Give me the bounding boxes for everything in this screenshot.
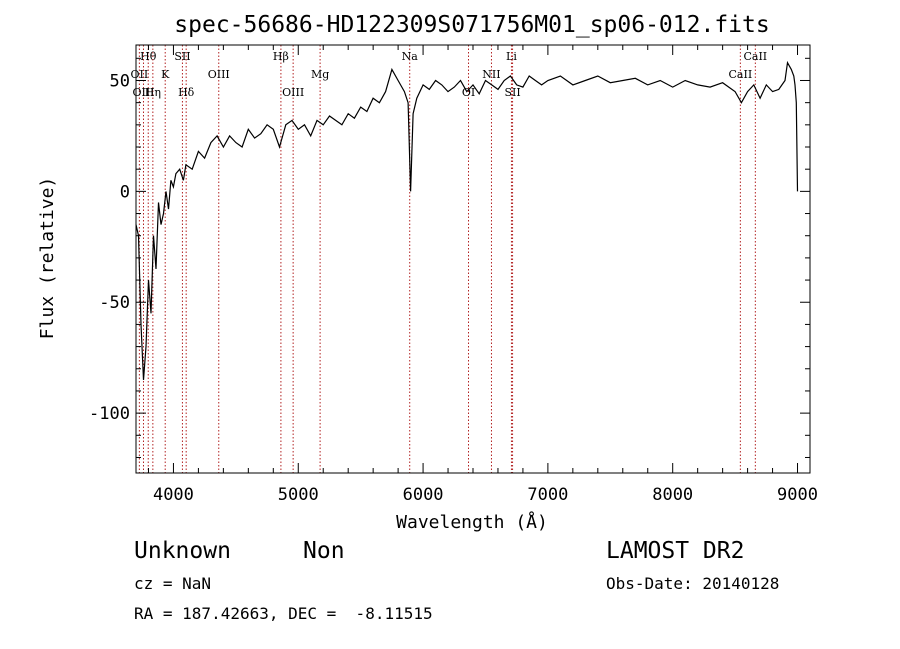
spectral-line-label: CaII [743,50,767,63]
y-tick-label: -100 [89,404,130,424]
subclass-label: Non [303,538,345,564]
spectral-line-label: Na [402,50,419,63]
x-axis-label: Wavelength (Å) [396,511,548,533]
spectral-line-label: OI [462,86,475,99]
coordinates: RA = 187.42663, DEC = -8.11515 [134,604,433,623]
spectrum-series [135,60,799,380]
spectral-line-label: Hβ [273,50,289,63]
axis-ticks: 4000 5000 6000 7000 8000 9000 -100 -50 0 50 [89,45,818,505]
plot-frame [135,44,811,474]
y-tick-label: -50 [99,293,130,313]
x-tick-label: 5000 [278,485,319,505]
x-tick-label: 8000 [652,485,693,505]
spectral-line-label: OIII [132,86,154,99]
y-tick-label: 50 [110,71,130,91]
spectral-line-label: Hδ [178,86,195,99]
spectral-line-label: SII [504,86,520,99]
spectral-line-label: SII [174,50,190,63]
x-tick-label: 4000 [153,485,194,505]
x-tick-label: 6000 [403,485,444,505]
y-axis-label: Flux (relative) [37,177,58,340]
spectral-lines: HθOIIOIIIHηKSIIHδOIIIHβOIIIMgNaOINIILiSI… [131,45,767,473]
spectral-line-label: Li [506,50,517,63]
spectral-line-label: K [161,68,170,81]
obs-date: Obs-Date: 20140128 [606,574,780,593]
spectral-line-label: OIII [282,86,304,99]
spectral-line-label: Hθ [140,50,157,63]
spectral-line-label: Hη [145,86,161,99]
cz-value: cz = NaN [134,574,212,593]
chart-title: spec-56686-HD122309S071756M01_sp06-012.f… [174,12,769,38]
spectral-line-label: NII [482,68,500,81]
x-tick-label: 9000 [777,485,818,505]
x-tick-label: 7000 [527,485,568,505]
spectral-line-label: CaII [729,68,753,81]
spectral-line-label: OII [131,68,149,81]
spectrum-line [135,60,799,380]
spectral-line-label: OIII [208,68,230,81]
survey-label: LAMOST DR2 [606,538,745,564]
spectral-line-label: Mg [311,68,329,81]
y-tick-label: 0 [120,182,130,202]
class-label: Unknown [134,538,231,564]
